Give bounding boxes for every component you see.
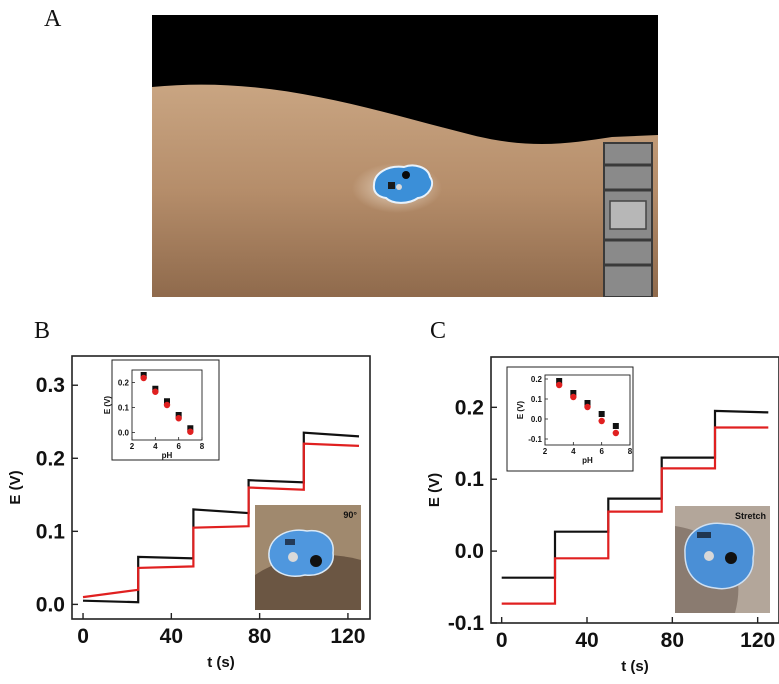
- chart-b-inset-point-black: [164, 398, 170, 405]
- chart-c-inset-y-tick-label: 0.1: [531, 395, 543, 404]
- chart-b-x-tick-label: 120: [330, 625, 365, 648]
- chart-c-inset-x-tick-label: 8: [628, 447, 633, 456]
- chart-b-inset-x-tick-label: 4: [153, 442, 158, 451]
- chart-b-inset-point-black: [152, 385, 159, 392]
- chart-c-inset-x-tick-label: 4: [571, 447, 576, 456]
- chart-b-inset-axes: [131, 369, 203, 441]
- chart-c-inset-point-black: [612, 423, 619, 429]
- chart-b-y-tick-label: 0.0: [36, 593, 65, 616]
- arm-sensor-photo: [152, 15, 658, 297]
- panel-label-a: A: [44, 6, 62, 32]
- chart-b-y-tick-label: 0.3: [36, 374, 65, 397]
- panel-label-b: B: [34, 318, 51, 344]
- chart-b-inset-point-black: [140, 372, 147, 378]
- chart-b-inset-point-red: [163, 401, 171, 409]
- chart-b-y-tick-label: 0.1: [36, 520, 66, 543]
- chart-b-inset-point-red: [152, 388, 159, 395]
- chart-c-inset-axes: [544, 374, 631, 446]
- chart-b-x-tick-label: 40: [160, 625, 183, 648]
- chart-b-inset-point-black: [175, 412, 182, 418]
- chart-c-inset-point-red: [612, 429, 620, 437]
- chart-c-inset-point-red: [598, 417, 605, 425]
- panel-label-c: C: [430, 318, 447, 344]
- bent-patch-icon: [268, 529, 334, 577]
- chart-c-x-axis-label: t (s): [621, 658, 649, 675]
- chart-c-inset-point-red: [555, 381, 563, 389]
- chart-b-y-tick-label: 0.2: [36, 447, 65, 470]
- chart-c-inset-x-label: pH: [582, 456, 593, 465]
- chart-b-x-tick-label: 0: [77, 625, 89, 648]
- chart-b-inset-x-label: pH: [162, 451, 173, 460]
- chart-c-inset-x-tick-label: 2: [543, 447, 548, 456]
- chart-c-inset-x-tick-label: 6: [599, 447, 604, 456]
- chart-b-inset-point-red: [140, 374, 147, 382]
- chart-c-y-tick-label: 0.0: [455, 540, 484, 563]
- chart-c-inset-point-red: [570, 393, 577, 401]
- chart-b-x-tick-label: 80: [248, 625, 271, 648]
- chart-b-inset-point-red: [175, 415, 182, 422]
- chart-b-x-axis-label: t (s): [207, 654, 235, 671]
- chart-c-y-tick-label: -0.1: [448, 612, 485, 635]
- chart-c-inset-point-black: [598, 411, 605, 417]
- chart-c-inset-point-black: [556, 378, 563, 384]
- chart-c-y-tick-label: 0.2: [455, 396, 484, 419]
- chart-c-x-tick-label: 0: [496, 629, 508, 652]
- chart-c-x-tick-label: 80: [661, 629, 684, 652]
- chart-c-inset-point-red: [584, 403, 591, 411]
- chart-b-inset: 2 4 6 8 0.0 0.1 0.2 pH E (V): [103, 359, 220, 461]
- chart-b-inset-point-black: [187, 425, 194, 432]
- chart-c-inset-y-label: E (V): [516, 401, 525, 420]
- chart-b-inset-x-tick-label: 2: [130, 442, 135, 451]
- chart-b-inset-y-tick-label: 0.1: [118, 404, 130, 413]
- stretch-label: Stretch: [735, 511, 766, 521]
- chart-c-inset: 2 4 6 8 -0.1 0.0 0.1 0.2 pH E (V): [506, 366, 634, 472]
- chart-b-inset-frame: [111, 359, 220, 461]
- bent-sensor-photo: 90°: [255, 505, 361, 610]
- chart-c-y-tick-label: 0.1: [455, 468, 485, 491]
- chart-c-y-axis-label: E (V): [426, 473, 443, 507]
- stretched-patch-icon: [684, 522, 755, 590]
- chart-b-inset-x-tick-label: 8: [200, 442, 205, 451]
- chart-b-inset-y-tick-label: 0.0: [118, 429, 130, 438]
- sensor-patch-icon: [372, 164, 434, 204]
- chart-c-inset-y-tick-label: 0.0: [531, 415, 543, 424]
- chart-c-x-tick-label: 40: [575, 629, 598, 652]
- bend-angle-label: 90°: [343, 510, 357, 520]
- chart-b-y-axis-label: E (V): [7, 470, 24, 504]
- chart-c-inset-y-tick-label: 0.2: [531, 375, 543, 384]
- chart-b-inset-y-label: E (V): [103, 396, 112, 415]
- chart-c-inset-frame: [506, 366, 634, 472]
- chart-c-inset-y-tick-label: -0.1: [528, 435, 542, 444]
- chart-c-inset-point-black: [584, 400, 591, 406]
- chart-b-inset-y-tick-label: 0.2: [118, 379, 130, 388]
- bracelet-icon: [603, 142, 653, 297]
- stretched-sensor-photo: Stretch: [675, 506, 770, 613]
- chart-b-inset-x-tick-label: 6: [176, 442, 181, 451]
- chart-b-inset-point-red: [187, 428, 194, 435]
- chart-c-inset-point-black: [570, 390, 577, 396]
- chart-c-x-tick-label: 120: [740, 629, 775, 652]
